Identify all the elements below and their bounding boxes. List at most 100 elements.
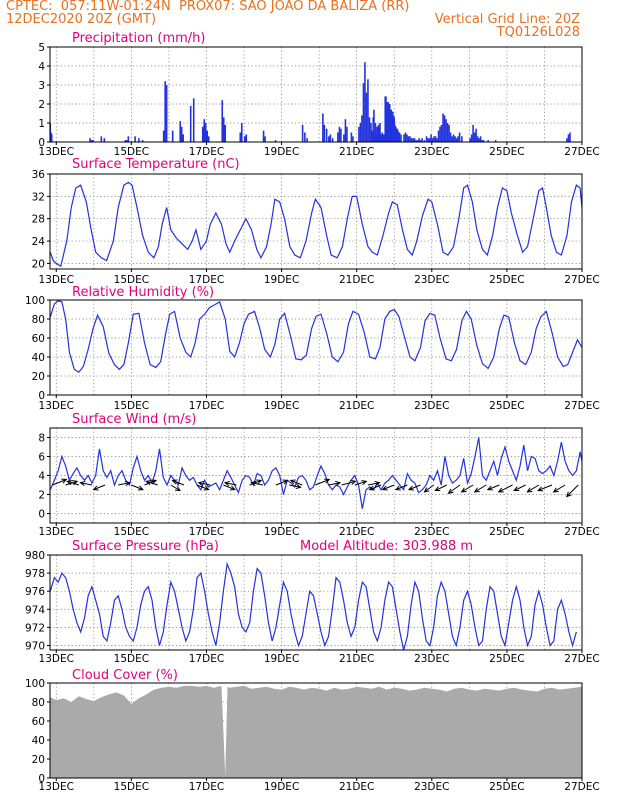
precip-bar (427, 138, 429, 142)
header-station: CPTEC: 057:11W-01:24N PROX07: SAO JOAO D… (6, 0, 410, 14)
precip-bar (103, 138, 106, 142)
x-tick-label: 23DEC (414, 781, 449, 793)
x-tick-label: 27DEC (564, 146, 599, 158)
precip-bar (301, 124, 304, 142)
precip-bar (90, 140, 93, 142)
precip-bar (182, 134, 184, 142)
wind-arrow-head (473, 487, 480, 493)
precip-bar (337, 132, 339, 142)
x-tick-label: 19DEC (264, 781, 299, 793)
precip-bar (127, 136, 130, 142)
precip-bar (89, 138, 91, 142)
panel-subtitle: Model Altitude: 303.988 m (300, 539, 473, 554)
wind-arrow-head (423, 487, 430, 493)
wind-arrow-head (368, 485, 375, 491)
wind-arrow-head (486, 485, 493, 491)
precip-bar (413, 138, 416, 142)
precip-bar (364, 62, 366, 143)
precip-bar (134, 136, 136, 142)
precip-bar (415, 140, 417, 142)
x-tick-label: 13DEC (39, 146, 74, 158)
wind-arrow-head (289, 479, 296, 485)
x-tick-label: 27DEC (564, 653, 599, 665)
wind-arrow-head (145, 480, 152, 486)
precip-bar (325, 128, 328, 142)
precip-bar (328, 136, 330, 142)
precip-bar (306, 138, 308, 142)
y-tick-label: 974 (25, 604, 45, 616)
wind-arrow (80, 482, 93, 486)
x-tick-label: 17DEC (189, 781, 224, 793)
wind-arrow-head (150, 479, 158, 485)
precip-bar (569, 132, 571, 142)
precip-bar (204, 123, 207, 142)
precip-bar (410, 138, 413, 142)
y-tick-label: 100 (25, 678, 45, 690)
x-tick-label: 21DEC (339, 653, 374, 665)
y-tick-label: 24 (32, 236, 46, 248)
precip-bar (171, 130, 174, 142)
wind-arrow-head (374, 480, 381, 487)
wind-arrow (251, 482, 263, 486)
precip-bar (264, 136, 266, 142)
wind-arrow (341, 480, 356, 486)
x-tick-label: 17DEC (189, 146, 224, 158)
precip-bar (343, 134, 345, 142)
precip-bar (481, 140, 483, 142)
wind-arrow (93, 484, 106, 491)
series-line (49, 437, 583, 509)
wind-arrow-head (350, 479, 357, 485)
y-tick-label: 20 (32, 754, 45, 766)
precip-bar (207, 136, 210, 142)
wind-arrow-head (79, 480, 86, 487)
wind-arrow-head (203, 485, 210, 491)
wind-arrow (249, 479, 262, 486)
x-tick-label: 21DEC (339, 146, 374, 158)
wind-arrow-head (250, 480, 257, 487)
panel-title: Surface Pressure (hPa) (72, 539, 219, 554)
y-tick-label: 0 (38, 509, 45, 521)
wind-arrow (131, 484, 144, 491)
precip-bar (180, 126, 183, 142)
y-tick-label: 978 (25, 568, 45, 580)
wind-arrow (553, 484, 566, 493)
x-tick-label: 13DEC (39, 781, 74, 793)
panel-title: Surface Temperature (nC) (72, 157, 240, 172)
precip-bar (479, 136, 482, 142)
panel-frame (49, 299, 583, 396)
x-tick-label: 25DEC (489, 274, 524, 286)
y-tick-label: 4 (38, 61, 45, 73)
precip-bar (322, 113, 324, 142)
wind-arrow-head (174, 486, 181, 492)
wind-arrow-head (394, 485, 401, 491)
panel-title: Precipitation (mm/h) (72, 31, 205, 46)
x-tick-label: 15DEC (114, 526, 149, 538)
wind-arrow (527, 484, 540, 493)
precip-bar (406, 134, 408, 142)
x-tick-label: 19DEC (264, 526, 299, 538)
y-tick-label: 0 (38, 390, 45, 402)
wind-arrow-head (497, 487, 504, 493)
precip-bar (475, 128, 477, 142)
panel-title: Relative Humidity (%) (72, 285, 214, 300)
precip-bar (331, 138, 334, 142)
precip-bar (352, 136, 354, 142)
wind-arrow (424, 484, 434, 493)
precip-bar (470, 134, 473, 142)
precip-bar (165, 85, 168, 142)
precip-bar (449, 132, 452, 142)
precip-bar (452, 134, 455, 142)
wind-arrow-head (61, 478, 68, 484)
precip-bar (434, 136, 437, 142)
precip-bar (374, 123, 377, 142)
y-tick-label: 100 (25, 295, 45, 307)
y-tick-label: 40 (32, 735, 45, 747)
x-tick-label: 21DEC (339, 274, 374, 286)
y-tick-label: 80 (32, 697, 45, 709)
x-tick-label: 15DEC (114, 146, 149, 158)
precip-bar (338, 126, 341, 142)
panel-title: Cloud Cover (%) (72, 668, 178, 683)
wind-arrow (461, 484, 474, 493)
